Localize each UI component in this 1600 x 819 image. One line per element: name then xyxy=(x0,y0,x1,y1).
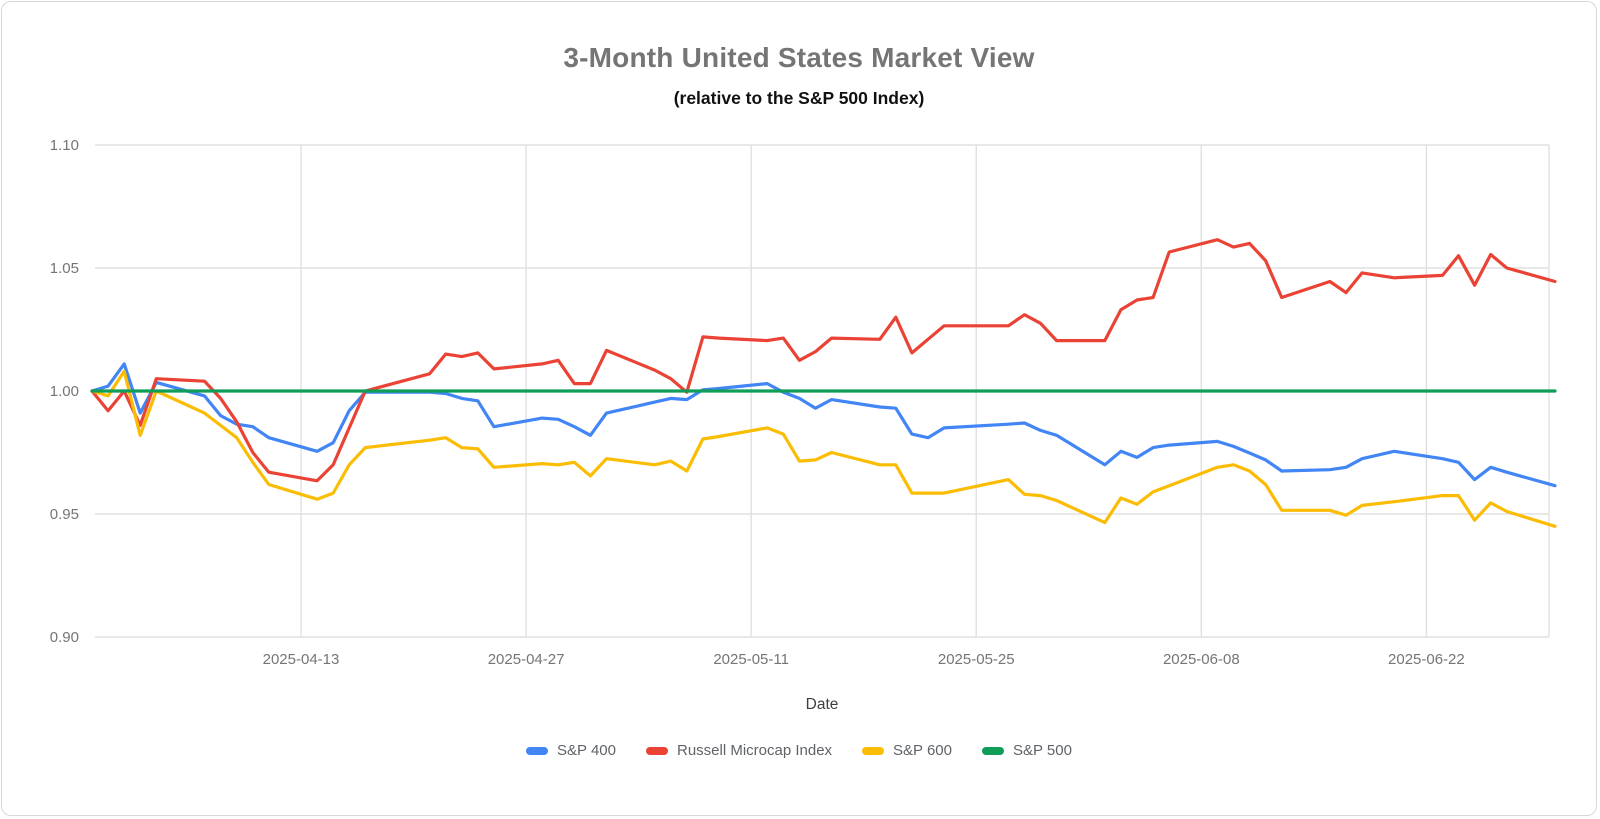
chart-title: 3-Month United States Market View xyxy=(563,42,1035,73)
legend-item-russell_microcap: Russell Microcap Index xyxy=(645,742,833,759)
chart-legend: S&P 400 Russell Microcap Index S&P 600 S&P … xyxy=(2,742,1596,759)
legend-label-russell_microcap: Russell Microcap Index xyxy=(676,742,833,759)
y-tick-label: 1.05 xyxy=(50,260,79,277)
legend-swatch-sp500 xyxy=(982,746,1004,755)
legend-swatch-russell_microcap xyxy=(645,746,668,755)
y-tick-label: 0.95 xyxy=(50,506,79,523)
x-tick-label: 2025-05-25 xyxy=(938,651,1015,668)
series-line-sp400 xyxy=(90,362,1557,488)
legend-label-sp400: S&P 400 xyxy=(557,742,616,759)
x-tick-label: 2025-06-22 xyxy=(1388,651,1465,668)
y-tick-label: 1.10 xyxy=(50,137,79,154)
legend-swatch-sp600 xyxy=(862,746,885,755)
x-axis-title: Date xyxy=(805,696,839,713)
legend-label-sp500: S&P 500 xyxy=(1013,742,1072,759)
legend-item-sp500: S&P 500 xyxy=(982,742,1072,759)
legend-item-sp600: S&P 600 xyxy=(862,742,952,759)
x-tick-label: 2025-05-11 xyxy=(713,651,789,668)
x-tick-label: 2025-04-27 xyxy=(488,651,565,668)
series-line-sp600 xyxy=(90,369,1557,528)
legend-item-sp400: S&P 400 xyxy=(526,742,616,759)
chart-subtitle: (relative to the S&P 500 Index) xyxy=(673,88,925,108)
y-tick-label: 1.00 xyxy=(50,383,79,400)
x-tick-label: 2025-04-13 xyxy=(263,651,340,668)
y-tick-label: 0.90 xyxy=(50,629,79,646)
series-line-russell_microcap xyxy=(90,238,1557,483)
x-tick-label: 2025-06-08 xyxy=(1163,651,1240,668)
legend-swatch-sp400 xyxy=(526,746,549,755)
legend-label-sp600: S&P 600 xyxy=(893,742,952,759)
